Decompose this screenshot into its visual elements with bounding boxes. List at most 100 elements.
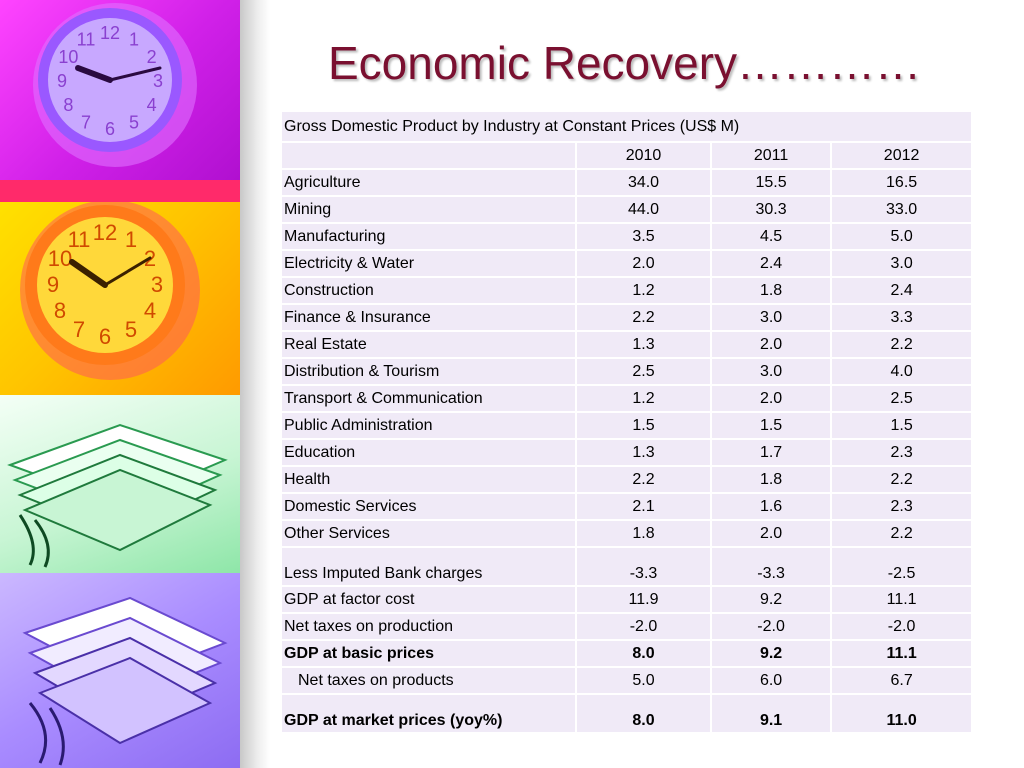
value-cell: 1.7	[709, 438, 833, 467]
value-cell: -2.5	[830, 546, 973, 587]
value-cell: 2.0	[709, 519, 833, 548]
row-label: Less Imputed Bank charges	[279, 546, 578, 587]
row-label: Electricity & Water	[279, 249, 578, 278]
value-cell: -3.3	[575, 546, 712, 587]
strip-shadow	[240, 0, 270, 768]
row-label: Health	[279, 465, 578, 494]
value-cell: 5.0	[575, 666, 712, 695]
value-cell: 6.0	[709, 666, 833, 695]
row-label: Manufacturing	[279, 222, 578, 251]
clock-numeral: 7	[73, 317, 85, 342]
value-cell: 2.3	[830, 438, 973, 467]
value-cell: 2.0	[709, 330, 833, 359]
table-row: Electricity & Water 2.0 2.4 3.0	[279, 249, 973, 278]
value-cell: 2.2	[830, 465, 973, 494]
value-cell: 3.3	[830, 303, 973, 332]
value-cell: 8.0	[575, 693, 712, 734]
value-cell: -2.0	[830, 612, 973, 641]
row-label: Domestic Services	[279, 492, 578, 521]
value-cell: 6.7	[830, 666, 973, 695]
clock-numeral: 5	[125, 317, 137, 342]
table-row: Distribution & Tourism 2.5 3.0 4.0	[279, 357, 973, 386]
clock-numeral: 3	[151, 272, 163, 297]
table-row: Public Administration 1.5 1.5 1.5	[279, 411, 973, 440]
row-label: Other Services	[279, 519, 578, 548]
table-row: GDP at basic prices 8.0 9.2 11.1	[279, 639, 973, 668]
clock-numeral: 3	[153, 71, 163, 91]
value-cell: 1.8	[575, 519, 712, 548]
value-cell: 1.5	[575, 411, 712, 440]
value-cell: 1.2	[575, 384, 712, 413]
row-label: Agriculture	[279, 168, 578, 197]
value-cell: 4.0	[830, 357, 973, 386]
paper-stack-icon	[22, 596, 228, 766]
clock-numeral: 6	[99, 324, 111, 349]
clock-numeral: 4	[144, 298, 156, 323]
row-label: GDP at market prices (yoy%)	[279, 693, 578, 734]
value-cell: 11.9	[575, 585, 712, 614]
value-cell: 1.5	[709, 411, 833, 440]
clock-numeral: 7	[81, 113, 91, 133]
table-row: Net taxes on products 5.0 6.0 6.7	[279, 666, 973, 695]
value-cell: 11.0	[830, 693, 973, 734]
paper-stack-icon	[7, 423, 228, 568]
value-cell: -2.0	[709, 612, 833, 641]
value-cell: 33.0	[830, 195, 973, 224]
row-label: Transport & Communication	[279, 384, 578, 413]
value-cell: 3.0	[709, 303, 833, 332]
value-cell: 1.8	[709, 465, 833, 494]
header-blank-cell	[279, 141, 578, 170]
year-header: 2011	[709, 141, 833, 170]
purple-papers-panel	[0, 573, 240, 768]
value-cell: 8.0	[575, 639, 712, 668]
green-papers-panel	[0, 395, 240, 573]
row-label: Mining	[279, 195, 578, 224]
value-cell: 4.5	[709, 222, 833, 251]
value-cell: 44.0	[575, 195, 712, 224]
table-row: Agriculture 34.0 15.5 16.5	[279, 168, 973, 197]
clock-numeral: 12	[100, 23, 120, 43]
value-cell: 9.2	[709, 585, 833, 614]
clock-numeral: 12	[93, 220, 117, 245]
value-cell: 16.5	[830, 168, 973, 197]
row-label: Real Estate	[279, 330, 578, 359]
table-row: Health 2.2 1.8 2.2	[279, 465, 973, 494]
table-row: Transport & Communication 1.2 2.0 2.5	[279, 384, 973, 413]
row-label: Construction	[279, 276, 578, 305]
year-header: 2010	[575, 141, 712, 170]
row-label: Net taxes on production	[279, 612, 578, 641]
value-cell: -2.0	[575, 612, 712, 641]
value-cell: 30.3	[709, 195, 833, 224]
clock-numeral: 9	[47, 272, 59, 297]
table-row: Education 1.3 1.7 2.3	[279, 438, 973, 467]
row-label: Distribution & Tourism	[279, 357, 578, 386]
row-label: Net taxes on products	[279, 666, 578, 695]
table-row: Domestic Services 2.1 1.6 2.3	[279, 492, 973, 521]
table-row: Less Imputed Bank charges -3.3 -3.3 -2.5	[279, 546, 973, 587]
table-row: Construction 1.2 1.8 2.4	[279, 276, 973, 305]
value-cell: 11.1	[830, 639, 973, 668]
table-caption: Gross Domestic Product by Industry at Co…	[280, 110, 973, 143]
clock-numeral: 2	[147, 47, 157, 67]
clock-numeral: 1	[129, 29, 139, 49]
value-cell: 15.5	[709, 168, 833, 197]
value-cell: 3.0	[830, 249, 973, 278]
row-label: Education	[279, 438, 578, 467]
value-cell: 2.4	[830, 276, 973, 305]
value-cell: 1.5	[830, 411, 973, 440]
clock-numeral: 10	[48, 246, 72, 271]
value-cell: 2.4	[709, 249, 833, 278]
row-label: Finance & Insurance	[279, 303, 578, 332]
value-cell: 1.3	[575, 330, 712, 359]
row-label: GDP at basic prices	[279, 639, 578, 668]
gdp-table: Gross Domestic Product by Industry at Co…	[279, 110, 973, 734]
clock-numeral: 6	[105, 119, 115, 139]
value-cell: -3.3	[709, 546, 833, 587]
clock-numeral: 5	[129, 113, 139, 133]
clock-numeral: 11	[77, 29, 96, 49]
table-row: Finance & Insurance 2.2 3.0 3.3	[279, 303, 973, 332]
value-cell: 2.0	[709, 384, 833, 413]
